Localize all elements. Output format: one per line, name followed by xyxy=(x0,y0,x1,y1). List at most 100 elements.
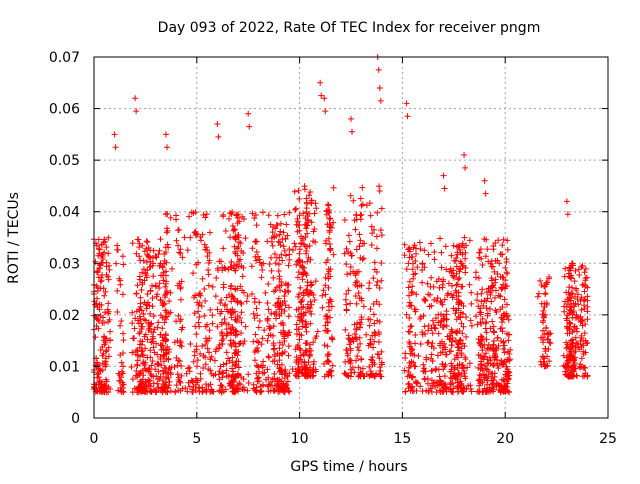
data-point xyxy=(216,341,223,348)
data-point xyxy=(363,370,370,377)
data-point xyxy=(507,346,514,353)
data-point xyxy=(192,323,199,330)
data-point xyxy=(413,250,420,257)
data-point xyxy=(540,336,547,343)
data-point xyxy=(143,259,150,266)
data-point xyxy=(568,301,575,308)
data-point xyxy=(498,359,505,366)
data-point xyxy=(234,220,241,227)
data-point xyxy=(253,305,260,312)
data-point xyxy=(406,245,413,252)
data-point xyxy=(222,228,229,235)
data-point xyxy=(296,317,303,324)
data-point xyxy=(371,320,378,327)
data-point xyxy=(481,297,488,304)
data-point xyxy=(157,331,164,338)
data-point xyxy=(272,225,279,232)
data-point xyxy=(321,342,328,349)
data-point xyxy=(477,333,484,340)
data-point xyxy=(199,231,206,238)
data-point xyxy=(292,206,299,213)
data-point xyxy=(140,266,147,273)
data-point xyxy=(438,382,445,389)
data-point xyxy=(224,308,231,315)
data-point xyxy=(120,337,127,344)
data-point xyxy=(304,301,311,308)
data-point xyxy=(261,327,268,334)
data-point xyxy=(97,278,104,285)
data-point xyxy=(580,348,587,355)
data-point xyxy=(449,380,456,387)
data-point xyxy=(164,210,171,217)
data-point xyxy=(431,324,438,331)
data-point xyxy=(481,177,488,184)
data-point xyxy=(277,242,284,249)
data-point xyxy=(233,261,240,268)
data-point xyxy=(214,121,221,128)
data-point xyxy=(282,330,289,337)
data-point xyxy=(238,374,245,381)
data-point xyxy=(433,298,440,305)
data-point xyxy=(409,289,416,296)
data-point xyxy=(101,236,108,243)
data-point xyxy=(453,281,460,288)
data-point xyxy=(303,195,310,202)
data-point xyxy=(270,346,277,353)
x-tick-label: 10 xyxy=(291,431,309,447)
data-point xyxy=(477,305,484,312)
data-point xyxy=(259,335,266,342)
data-point xyxy=(421,247,428,254)
data-point xyxy=(412,340,419,347)
data-point xyxy=(129,389,136,396)
data-point xyxy=(276,231,283,238)
data-point xyxy=(304,279,311,286)
data-point xyxy=(234,370,241,377)
data-point xyxy=(343,261,350,268)
data-point xyxy=(275,295,282,302)
data-point xyxy=(197,290,204,297)
data-point xyxy=(230,339,237,346)
data-point xyxy=(159,263,166,270)
data-point xyxy=(546,339,553,346)
data-point xyxy=(193,331,200,338)
data-point xyxy=(259,266,266,273)
data-point xyxy=(283,384,290,391)
data-point xyxy=(350,197,357,204)
data-point xyxy=(423,354,430,361)
data-point xyxy=(561,308,568,315)
data-point xyxy=(167,214,174,221)
data-point xyxy=(239,213,246,220)
x-tick-label: 0 xyxy=(90,431,99,447)
data-point xyxy=(370,301,377,308)
data-point xyxy=(457,314,464,321)
data-point xyxy=(275,261,282,268)
data-point xyxy=(204,253,211,260)
data-point xyxy=(500,346,507,353)
data-point xyxy=(101,292,108,299)
data-point xyxy=(503,368,510,375)
data-point xyxy=(425,327,432,334)
data-point xyxy=(105,353,112,360)
data-point xyxy=(327,273,334,280)
data-point xyxy=(218,321,225,328)
data-point xyxy=(564,323,571,330)
data-point xyxy=(420,361,427,368)
data-point xyxy=(463,333,470,340)
data-point xyxy=(449,338,456,345)
data-point xyxy=(452,310,459,317)
data-point xyxy=(404,113,411,120)
data-point xyxy=(377,97,384,104)
data-point xyxy=(298,233,305,240)
data-point xyxy=(190,270,197,277)
data-point xyxy=(251,295,258,302)
data-point xyxy=(195,302,202,309)
data-point xyxy=(343,301,350,308)
data-point xyxy=(95,362,102,369)
data-point xyxy=(283,221,290,228)
data-point xyxy=(138,320,145,327)
data-point xyxy=(373,282,380,289)
data-point xyxy=(478,362,485,369)
data-point xyxy=(281,298,288,305)
data-point xyxy=(298,304,305,311)
data-point xyxy=(479,315,486,322)
